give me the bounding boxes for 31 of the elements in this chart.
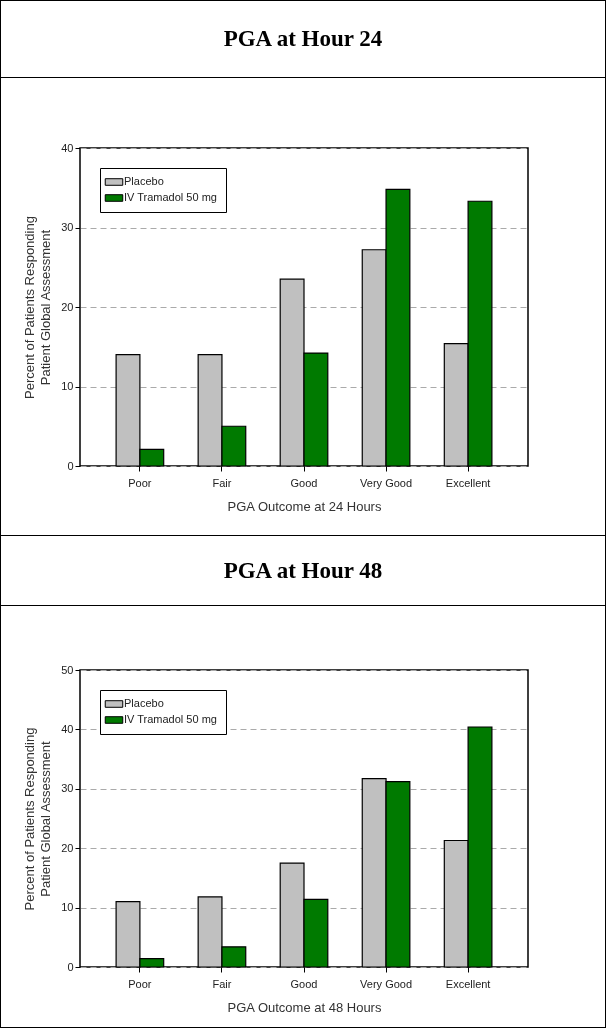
chart-title: PGA at Hour 24 [1, 1, 605, 78]
y-axis-title: Percent of Patients Responding Patient Global Assessment [22, 216, 54, 399]
x-axis-title: PGA Outcome at 24 Hours [227, 498, 382, 514]
y-tick-label: 0 [67, 960, 74, 973]
x-tick-label: Excellent [445, 476, 491, 489]
x-tick-label: Fair [212, 977, 232, 990]
x-tick-label: Poor [128, 977, 152, 990]
y-tick-label: 10 [61, 380, 74, 392]
y-tick-label: 10 [61, 901, 74, 914]
y-tick-label: 30 [61, 221, 74, 233]
legend-label: Placebo [124, 697, 164, 709]
x-axis-title: PGA Outcome at 48 Hours [227, 999, 382, 1015]
x-tick-label: Good [290, 476, 318, 489]
y-axis-title: Percent of Patients Responding Patient Global Assessment [22, 727, 54, 911]
legend-label: IV Tramadol 50 mg [124, 713, 217, 725]
chart-title: PGA at Hour 48 [1, 536, 605, 606]
x-tick-label: Excellent [445, 977, 491, 990]
y-tick-label: 20 [61, 841, 74, 854]
y-tick-label: 30 [61, 782, 74, 795]
y-tick-label: 50 [61, 663, 74, 676]
legend-label: IV Tramadol 50 mg [124, 191, 217, 203]
y-tick-label: 40 [61, 722, 74, 735]
x-tick-label: Very Good [360, 977, 413, 990]
y-tick-label: 40 [61, 141, 74, 154]
x-tick-label: Good [290, 977, 318, 990]
x-tick-label: Fair [212, 476, 232, 489]
x-tick-label: Very Good [360, 476, 413, 489]
y-tick-label: 0 [67, 459, 74, 472]
y-tick-label: 20 [61, 300, 74, 313]
x-tick-label: Poor [128, 476, 152, 489]
legend-label: Placebo [124, 175, 164, 187]
